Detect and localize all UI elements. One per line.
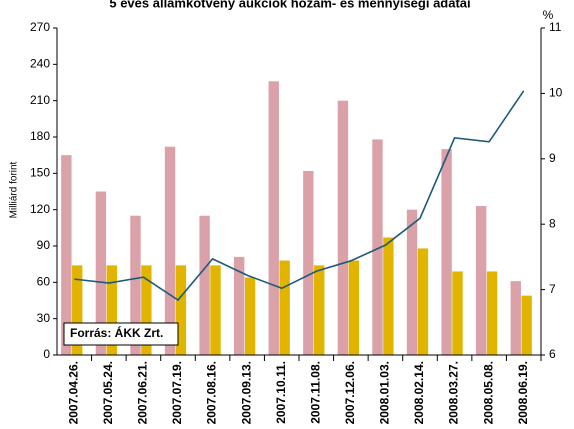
- y-tick-label: 270: [30, 20, 50, 34]
- bar: [268, 81, 279, 356]
- y2-tick-label: 11: [549, 20, 562, 34]
- bar: [130, 215, 141, 355]
- bar: [141, 265, 152, 355]
- bar: [164, 146, 176, 355]
- x-tick-label: 2007.12.06.: [343, 361, 357, 424]
- bar: [441, 149, 452, 355]
- y-tick-label: 150: [30, 166, 50, 180]
- y-tick-label: 0: [43, 347, 50, 361]
- bar: [199, 215, 210, 355]
- bar: [510, 281, 521, 355]
- bar: [452, 271, 463, 355]
- y2-tick-label: 7: [549, 282, 556, 296]
- x-tick-label: 2007.08.16.: [205, 361, 219, 424]
- bar: [279, 260, 290, 355]
- annotation: Forrás: ÁKK Zrt.: [70, 325, 163, 340]
- bar: [348, 260, 359, 355]
- bar: [337, 100, 349, 356]
- bar: [106, 265, 117, 355]
- x-tick-label: 2008.06.19.: [516, 361, 530, 424]
- y-tick-label: 210: [30, 93, 50, 107]
- bar: [417, 248, 429, 355]
- x-tick-label: 2008.01.03.: [378, 361, 392, 424]
- bar: [383, 237, 394, 355]
- y-axis-label: Milliárd forint: [9, 161, 20, 218]
- y-tick-label: 180: [30, 129, 50, 143]
- annotation-box: [63, 322, 179, 346]
- y-tick-label: 90: [37, 238, 51, 252]
- x-tick-label: 2007.11.08.: [308, 361, 322, 424]
- x-tick-label: 2007.05.24.: [101, 361, 115, 424]
- x-tick-label: 2007.09.13.: [239, 361, 253, 424]
- bar: [234, 256, 245, 355]
- chart-title: 5 éves államkötvény aukciók hozam- és me…: [109, 0, 470, 10]
- y2-axis-label: %: [543, 8, 554, 22]
- bar: [175, 265, 187, 355]
- bar: [486, 271, 498, 355]
- bar: [521, 295, 532, 355]
- x-tick-label: 2007.06.21.: [136, 361, 150, 424]
- bar: [61, 155, 72, 355]
- bar: [314, 265, 325, 355]
- line: [74, 90, 525, 302]
- y2-tick-label: 6: [549, 347, 556, 361]
- x-tick-label: 2007.10.11.: [274, 361, 288, 424]
- bar: [406, 209, 418, 355]
- bar: [210, 265, 221, 355]
- bar: [72, 265, 83, 355]
- y-tick-label: 60: [37, 275, 51, 289]
- x-tick-label: 2008.03.27.: [447, 361, 461, 424]
- y2-tick-label: 8: [549, 216, 556, 230]
- x-tick-label: 2007.04.26.: [66, 361, 80, 424]
- bar: [303, 170, 314, 355]
- y2-tick-label: 10: [549, 86, 563, 100]
- x-tick-label: 2007.07.19.: [170, 361, 184, 424]
- y-tick-label: 240: [30, 57, 50, 71]
- x-tick-label: 2008.05.08.: [481, 361, 495, 424]
- bar: [372, 139, 383, 355]
- y-tick-label: 120: [30, 202, 50, 216]
- bar: [476, 206, 487, 355]
- bar: [95, 191, 107, 355]
- x-tick-label: 2008.02.14.: [412, 361, 426, 424]
- y-tick-label: 30: [37, 311, 51, 325]
- bar: [244, 277, 256, 355]
- y2-tick-label: 9: [549, 151, 556, 165]
